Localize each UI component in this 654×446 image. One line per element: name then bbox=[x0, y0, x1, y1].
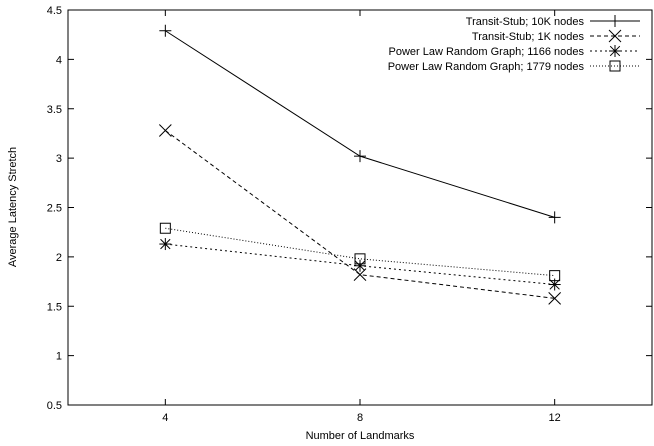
y-tick-label: 2 bbox=[56, 252, 62, 264]
y-tick-label: 0.5 bbox=[47, 400, 62, 412]
series-layer bbox=[158, 24, 562, 305]
data-point bbox=[158, 124, 172, 137]
series-line-1 bbox=[165, 30, 555, 218]
legend-label: Power Law Random Graph; 1166 nodes bbox=[389, 46, 585, 58]
marker-stroke bbox=[354, 253, 366, 265]
y-tick-label: 3.5 bbox=[47, 104, 62, 116]
legend-label: Transit-Stub; 1K nodes bbox=[472, 31, 585, 43]
legend-marker bbox=[609, 60, 621, 72]
data-point bbox=[159, 222, 171, 234]
marker-stroke bbox=[354, 260, 366, 271]
marker-stroke bbox=[158, 124, 172, 137]
marker-stroke bbox=[549, 270, 561, 282]
legend-label: Power Law Random Graph; 1779 nodes bbox=[388, 61, 585, 73]
data-point bbox=[354, 150, 366, 163]
y-tick-label: 1 bbox=[56, 351, 62, 363]
data-point bbox=[353, 268, 367, 282]
data-point bbox=[354, 259, 366, 272]
marker-stroke bbox=[160, 238, 171, 250]
x-tick-label: 4 bbox=[162, 412, 168, 424]
x-axis-label: Number of Landmarks bbox=[306, 430, 415, 442]
marker-stroke bbox=[609, 45, 621, 57]
y-axis: 0.5 1 1.5 2 2.5 3 3.5 4 4.5 bbox=[47, 5, 652, 412]
marker-stroke bbox=[159, 222, 171, 234]
legend-marker bbox=[608, 29, 622, 43]
legend: Transit-Stub; 10K nodes Transit-Stub; 1K … bbox=[388, 15, 640, 73]
series-line-2 bbox=[165, 130, 555, 299]
x-tick-label: 12 bbox=[549, 412, 561, 424]
y-axis-label: Average Latency Stretch bbox=[7, 147, 19, 267]
x-tick-label: 8 bbox=[357, 412, 363, 424]
y-tick-label: 3 bbox=[56, 153, 62, 165]
y-tick-label: 4 bbox=[56, 54, 62, 66]
data-point bbox=[549, 270, 561, 282]
series-line-4 bbox=[165, 227, 555, 277]
data-point bbox=[354, 253, 366, 265]
data-point bbox=[159, 24, 172, 37]
legend-marker bbox=[609, 15, 621, 27]
marker-stroke bbox=[609, 60, 621, 72]
marker-stroke bbox=[548, 291, 562, 305]
y-tick-label: 4.5 bbox=[47, 5, 62, 17]
x-axis: 4 8 12 bbox=[162, 10, 561, 424]
marker-stroke bbox=[353, 268, 367, 282]
y-tick-label: 1.5 bbox=[47, 301, 62, 313]
data-point bbox=[548, 211, 561, 224]
marker-stroke bbox=[549, 279, 560, 290]
legend-label: Transit-Stub; 10K nodes bbox=[466, 16, 585, 28]
y-tick-label: 2.5 bbox=[47, 203, 62, 215]
legend-marker bbox=[609, 45, 621, 57]
marker-stroke bbox=[608, 29, 622, 43]
data-point bbox=[548, 291, 562, 305]
data-point bbox=[159, 238, 172, 251]
